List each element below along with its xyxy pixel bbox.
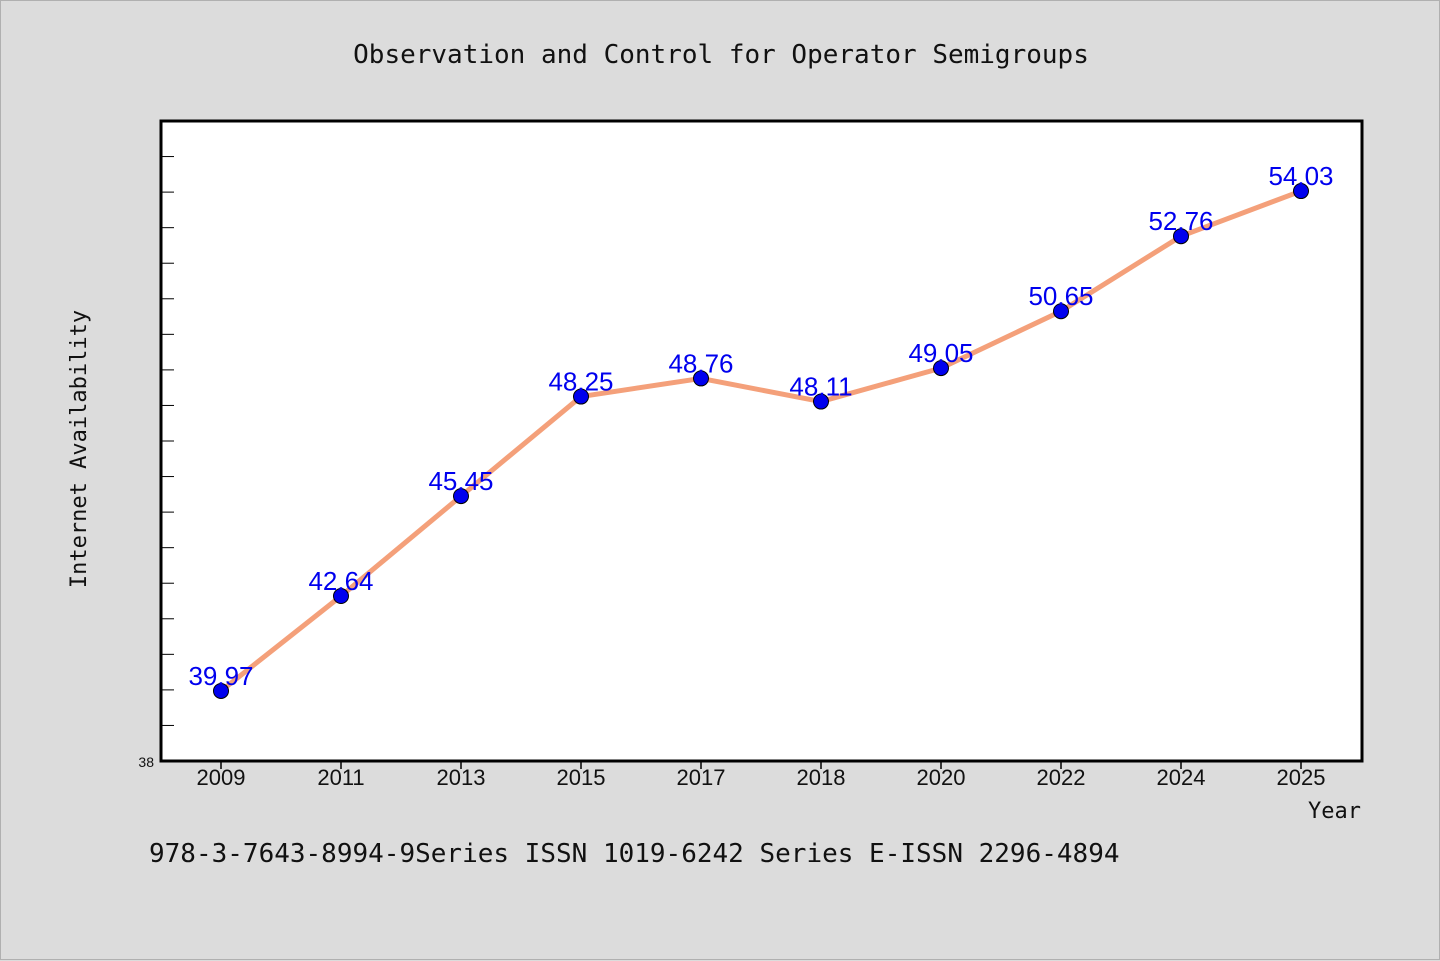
data-label: 42.64 — [308, 566, 373, 596]
data-label: 50.65 — [1028, 281, 1093, 311]
x-tick-label: 2015 — [557, 765, 606, 790]
series-group: 39.97 42.64 45.45 48.25 48.76 48.11 49.05 50.65… — [188, 161, 1334, 699]
x-axis-label: Year — [1308, 799, 1361, 824]
y-axis-label: Internet Availability — [67, 310, 92, 588]
data-point — [1293, 183, 1309, 200]
chart-title: Observation and Control for Operator Sem… — [353, 40, 1089, 70]
data-point — [1173, 228, 1189, 245]
data-label: 54.03 — [1268, 161, 1333, 191]
x-tick-label: 2009 — [197, 765, 246, 790]
x-tick-label: 2017 — [677, 765, 726, 790]
data-point — [573, 388, 589, 405]
x-tick-label: 2011 — [317, 765, 364, 790]
data-point — [813, 393, 829, 410]
data-point — [453, 488, 469, 505]
data-label: 49.05 — [908, 338, 973, 368]
x-axis-tick-labels: 2009 2011 2013 2015 2017 2018 2020 2022 2024 2025 — [197, 765, 1326, 790]
data-point — [213, 682, 229, 699]
data-label: 39.97 — [188, 661, 253, 691]
data-label: 48.25 — [548, 367, 613, 397]
data-label: 45.45 — [428, 466, 493, 496]
x-axis-ticks — [220, 761, 1302, 769]
data-point — [693, 370, 709, 387]
data-point — [933, 360, 949, 377]
data-label: 48.11 — [789, 372, 852, 402]
x-tick-label: 2013 — [437, 765, 486, 790]
data-label: 48.76 — [668, 348, 733, 378]
x-tick-label: 2025 — [1277, 765, 1326, 790]
footer-isbn-text: 978-3-7643-8994-9Series ISSN 1019-6242 S… — [149, 839, 1120, 869]
x-tick-label: 2022 — [1037, 765, 1086, 790]
series-line — [218, 188, 1304, 694]
x-tick-label: 2018 — [797, 765, 846, 790]
y-axis-ticks — [161, 156, 174, 726]
y-axis-min-label: 38 — [138, 754, 154, 770]
data-point — [1053, 303, 1069, 320]
plot-area — [159, 119, 1364, 763]
x-tick-label: 2024 — [1157, 765, 1206, 790]
data-label: 52.76 — [1148, 206, 1213, 236]
x-tick-label: 2020 — [917, 765, 966, 790]
data-point — [333, 588, 349, 605]
